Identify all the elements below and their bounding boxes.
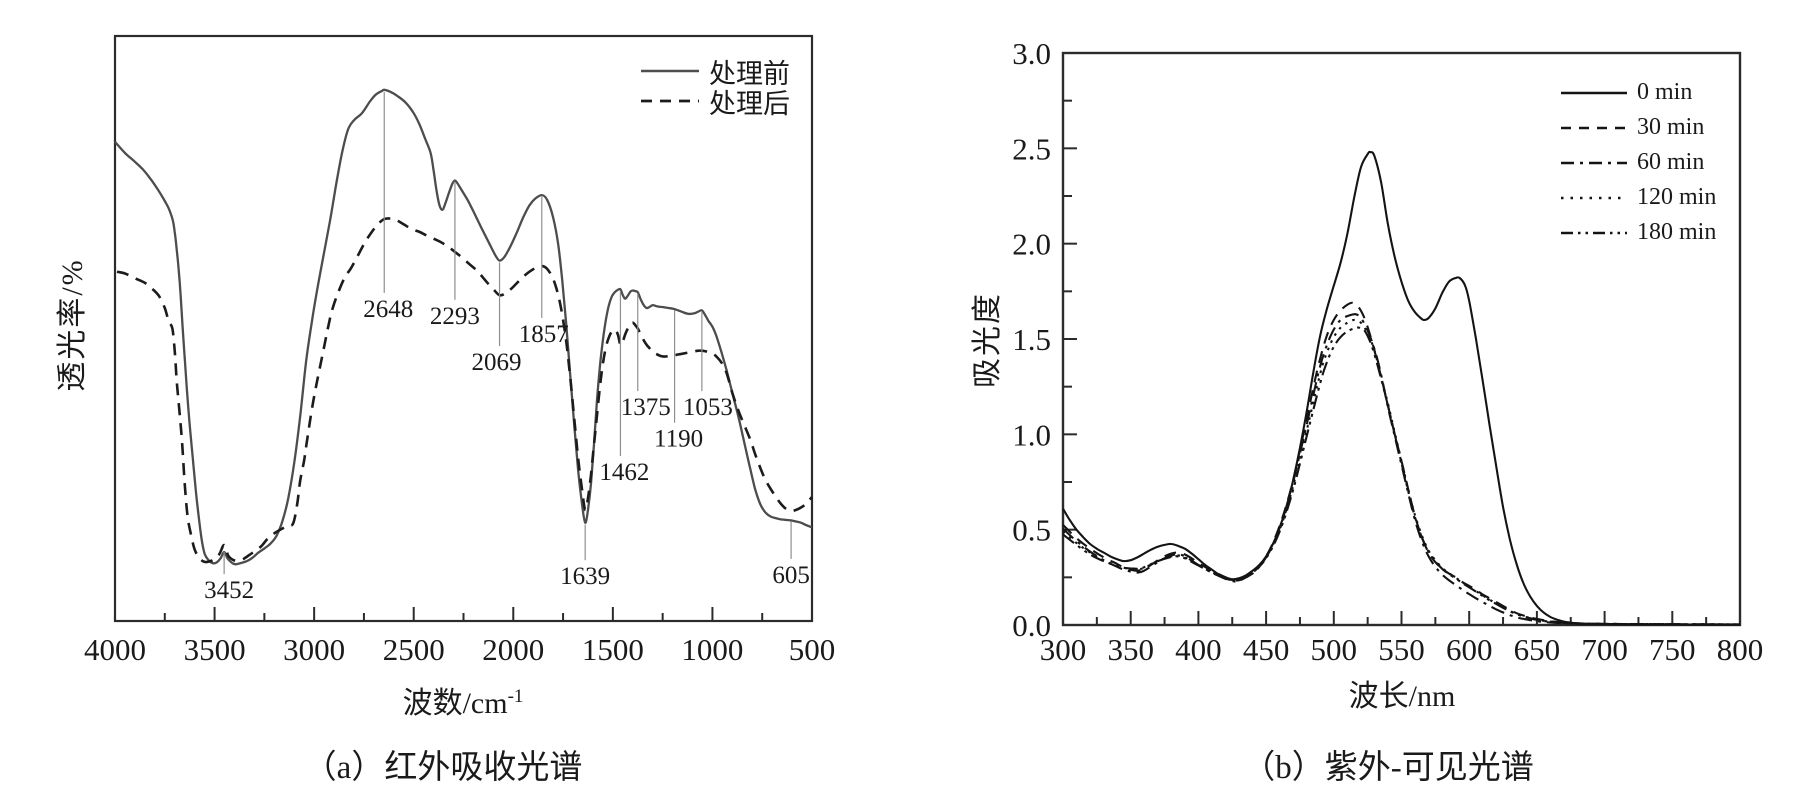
chart-b-y-tick-label-1.5: 1.5 [1012, 322, 1051, 357]
dashed-line-sample-icon [1561, 126, 1627, 129]
chart-b-legend-label-4: 180 min [1637, 219, 1717, 245]
chart-b-series-1-curve [1062, 301, 1741, 626]
chart-b-legend-item-1: 30 min [1561, 110, 1716, 145]
chart-a-y-axis-title: 透光率/% [56, 258, 89, 392]
chart-b-x-tick-label-450: 450 [1243, 632, 1290, 667]
chart-a-x-tick-label-2000: 2000 [482, 632, 544, 667]
chart-b-x-tick-label-800: 800 [1717, 632, 1764, 667]
chart-b-series-3-curve [1062, 318, 1741, 626]
solid-line-sample-icon [641, 69, 699, 73]
chart-b-legend-label-1: 30 min [1637, 114, 1705, 140]
chart-b-legend-item-2: 60 min [1561, 145, 1716, 180]
dash-dot-dot-line-sample-icon [1561, 231, 1627, 234]
peak-annotation-label-605: 605 [772, 562, 810, 589]
chart-b-caption: （b）紫外-可见光谱 [1242, 750, 1534, 786]
peak-annotation-label-2293: 2293 [430, 303, 480, 330]
chart-b-y-tick-label-1.0: 1.0 [1012, 417, 1051, 452]
peak-annotation-label-2069: 2069 [472, 349, 522, 376]
dashed-line-sample-icon [641, 99, 699, 103]
chart-b-series-0-curve [1062, 150, 1741, 626]
chart-a-x-tick-label-3500: 3500 [184, 632, 246, 667]
chart-b-x-tick-label-700: 700 [1581, 632, 1628, 667]
dotted-line-sample-icon [1561, 196, 1627, 199]
chart-b-y-tick-label-0.5: 0.5 [1012, 513, 1051, 548]
peak-annotation-label-1375: 1375 [621, 394, 671, 421]
peak-annotation-label-1462: 1462 [599, 459, 649, 486]
chart-a-legend-item-0: 处理前 [641, 56, 790, 89]
chart-b-x-tick-label-500: 500 [1311, 632, 1358, 667]
chart-a-x-axis-title-sup: -1 [507, 686, 524, 707]
chart-b-x-tick-label-550: 550 [1378, 632, 1425, 667]
chart-b-x-tick-label-600: 600 [1446, 632, 1493, 667]
chart-b-border [1061, 51, 1742, 627]
chart-b-x-axis-title: 波长/nm [1348, 680, 1456, 713]
peak-annotation-label-1857: 1857 [519, 321, 569, 348]
chart-b-legend-item-4: 180 min [1561, 215, 1716, 250]
peak-annotation-label-3452: 3452 [204, 577, 254, 604]
chart-b-x-tick-label-350: 350 [1107, 632, 1154, 667]
chart-b-legend-label-0: 0 min [1637, 79, 1693, 105]
chart-a-legend-item-1: 处理后 [641, 86, 790, 119]
chart-b-y-tick-label-3.0: 3.0 [1012, 36, 1051, 71]
chart-a-x-tick-label-4000: 4000 [84, 632, 146, 667]
chart-b-y-tick-label-2.0: 2.0 [1012, 227, 1051, 262]
chart-b-x-tick-label-650: 650 [1514, 632, 1561, 667]
chart-b-legend-item-0: 0 min [1561, 75, 1716, 110]
chart-b-x-tick-label-750: 750 [1649, 632, 1696, 667]
chart-b-legend-label-2: 60 min [1637, 149, 1705, 175]
peak-annotation-label-1053: 1053 [683, 394, 733, 421]
chart-a-legend-label-1: 处理后 [709, 88, 790, 119]
chart-b-legend-item-3: 120 min [1561, 180, 1716, 215]
chart-a-x-axis-title-text: 波数/cm [402, 687, 508, 720]
dash-dot-line-sample-icon [1561, 161, 1627, 164]
chart-a-x-tick-label-2500: 2500 [383, 632, 445, 667]
chart-a-x-tick-label-1000: 1000 [681, 632, 743, 667]
chart-b-y-tick-label-0.0: 0.0 [1012, 608, 1051, 643]
chart-a-legend: 处理前 处理后 [641, 56, 790, 119]
chart-b-x-tick-label-300: 300 [1040, 632, 1087, 667]
peak-annotation-label-1190: 1190 [654, 426, 703, 453]
chart-b-series-4-curve [1062, 326, 1741, 626]
chart-a-x-tick-label-500: 500 [789, 632, 836, 667]
chart-a-legend-label-0: 处理前 [709, 58, 790, 89]
solid-line-sample-icon [1561, 91, 1627, 94]
peak-annotation-label-2648: 2648 [363, 296, 413, 323]
chart-a-series-1-curve [116, 217, 813, 564]
chart-a-caption: （a）红外吸收光谱 [303, 750, 583, 786]
chart-b-legend-label-3: 120 min [1637, 184, 1717, 210]
peak-annotation-label-1639: 1639 [560, 563, 610, 590]
chart-a-x-tick-label-3000: 3000 [283, 632, 345, 667]
chart-a-x-axis-title: 波数/cm-1 [263, 677, 663, 720]
chart-b-series-2-curve [1062, 313, 1741, 626]
chart-b-x-tick-label-400: 400 [1175, 632, 1222, 667]
chart-a-x-tick-label-1500: 1500 [582, 632, 644, 667]
chart-a-series-0-curve [114, 88, 813, 566]
chart-b-y-axis-title: 吸光度 [971, 292, 1004, 388]
chart-a-border [113, 34, 814, 623]
chart-b-legend: 0 min 30 min 60 min 120 min 180 min [1561, 75, 1716, 250]
chart-b-y-tick-label-2.5: 2.5 [1012, 131, 1051, 166]
